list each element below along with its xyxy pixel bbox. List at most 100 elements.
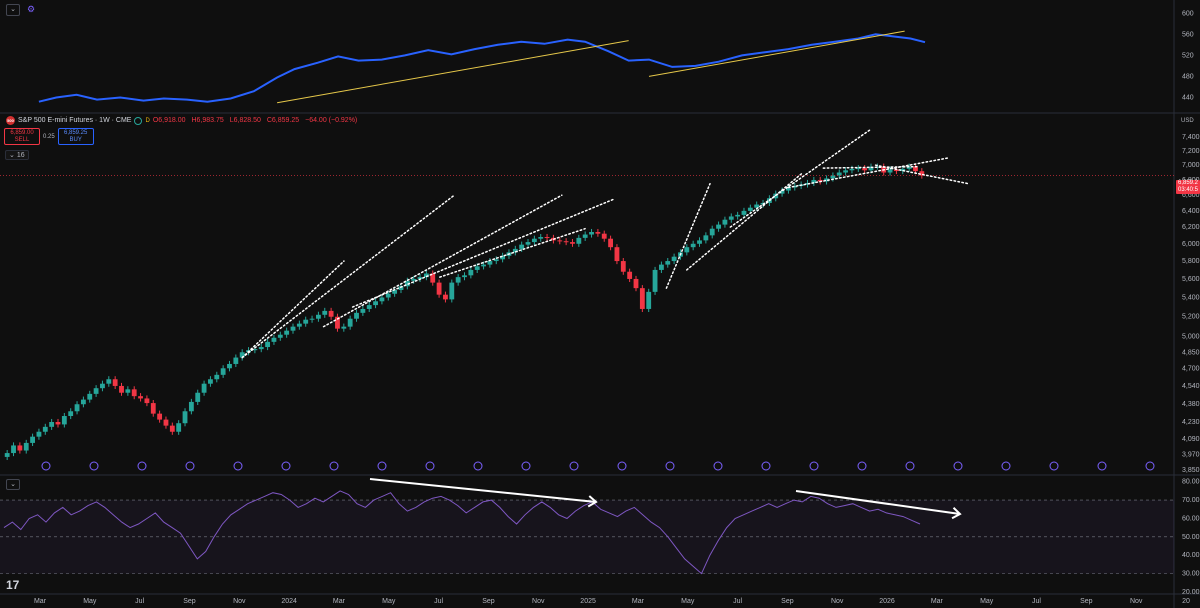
candle-body [474, 266, 480, 270]
candle-body [639, 288, 645, 309]
candle-body [671, 256, 677, 262]
event-marker-icon[interactable] [761, 461, 771, 471]
candle-body [157, 413, 163, 420]
indicators-toggle[interactable]: ⌄ 16 [5, 150, 29, 160]
currency-label[interactable]: USD [1181, 118, 1194, 124]
candle-body [417, 277, 423, 279]
candle-body [601, 233, 607, 239]
candle-body [487, 261, 493, 265]
event-marker-icon[interactable] [1001, 461, 1011, 471]
sell-button[interactable]: 6,859.00 SELL [4, 128, 40, 145]
candle-body [443, 294, 448, 300]
candle-body [430, 273, 436, 283]
dotted-trend-line [241, 194, 456, 359]
price-y-tick: 7,000.00 [1182, 162, 1200, 169]
event-marker-icon[interactable] [1097, 461, 1107, 471]
rsi-collapse-button[interactable]: ⌄ [6, 479, 20, 490]
rsi-line [3, 490, 921, 575]
event-marker-icon[interactable] [1049, 461, 1059, 471]
candle-body [493, 259, 499, 262]
open-value: O6,918.00 [152, 117, 186, 124]
settings-icon[interactable]: ⚙ [27, 4, 36, 14]
event-marker-icon[interactable] [473, 461, 483, 471]
candle-body [747, 207, 753, 211]
event-marker-icon[interactable] [521, 461, 531, 471]
ratio-pane[interactable] [38, 30, 926, 104]
x-axis-label: Jul [434, 598, 443, 605]
event-marker-icon[interactable] [617, 461, 627, 471]
price-y-tick: 4,090.00 [1182, 436, 1200, 443]
candle-body [779, 190, 785, 194]
candle-body [754, 204, 760, 208]
candle-body [87, 393, 93, 400]
candle-body [176, 423, 182, 432]
collapse-pane-button[interactable]: ⌄ [6, 4, 20, 16]
event-marker-icon[interactable] [185, 461, 195, 471]
candle-body [11, 445, 16, 454]
candle-body [716, 224, 721, 229]
cme-logo-icon: 500 [6, 116, 15, 125]
close-value: C6,859.25 [266, 117, 300, 124]
event-marker-icon[interactable] [809, 461, 819, 471]
price-y-tick: 6,000.00 [1182, 241, 1200, 248]
candle-body [817, 179, 823, 182]
rsi-y-tick: 60.00 [1182, 515, 1200, 522]
interval-chip[interactable]: D [145, 117, 150, 124]
price-y-tick: 4,230.00 [1182, 419, 1200, 426]
candle-body [68, 411, 74, 417]
candle-body [55, 422, 61, 425]
candle-body [792, 185, 798, 188]
event-marker-icon[interactable] [665, 461, 675, 471]
candle-body [830, 175, 836, 179]
candle-body [341, 326, 347, 329]
rsi-divergence-arrow-1 [369, 478, 597, 503]
event-marker-icon[interactable] [1145, 461, 1155, 471]
x-axis[interactable]: Mar May Jul Sep Nov 2024 Mar May Jul Sep Nov 2025 Ma… [34, 598, 1190, 605]
symbol-legend: 500 S&P 500 E-mini Futures · 1W · CME D … [6, 116, 361, 125]
tradingview-logo-icon[interactable]: 17 [6, 578, 20, 592]
dotted-trend-line [439, 227, 586, 278]
candle-body [271, 337, 277, 342]
candle-body [735, 214, 741, 217]
rsi-y-tick: 50.00 [1182, 534, 1200, 541]
candle-body [525, 242, 531, 245]
sell-price: 6,859.00 [10, 129, 34, 136]
candle-body [360, 308, 366, 313]
candle-body [900, 168, 906, 172]
x-axis-label: Nov [532, 598, 545, 605]
x-axis-label: 2026 [879, 598, 895, 605]
event-marker-icon[interactable] [569, 461, 579, 471]
x-axis-label: May [83, 598, 97, 605]
event-marker-icon[interactable] [425, 461, 435, 471]
price-pane[interactable] [0, 129, 1174, 471]
candle-body [862, 168, 868, 171]
event-marker-icon[interactable] [89, 461, 99, 471]
event-marker-icon[interactable] [953, 461, 963, 471]
event-marker-icon[interactable] [857, 461, 867, 471]
candle-body [182, 411, 188, 424]
price-y-tick: 5,600.00 [1182, 276, 1200, 283]
event-marker-icon[interactable] [377, 461, 387, 471]
event-marker-icon[interactable] [329, 461, 339, 471]
x-axis-label: Jul [1032, 598, 1041, 605]
candle-body [138, 396, 143, 399]
event-marker-icon[interactable] [281, 461, 291, 471]
candle-body [125, 389, 131, 393]
rsi-pane[interactable] [0, 478, 1174, 575]
event-marker-icon[interactable] [905, 461, 915, 471]
event-marker-icon[interactable] [233, 461, 243, 471]
candle-body [811, 179, 817, 183]
event-marker-icon[interactable] [137, 461, 147, 471]
symbol-title[interactable]: S&P 500 E-mini Futures · 1W · CME [18, 117, 132, 124]
candle-body [468, 269, 474, 276]
price-y-tick: 6,400.00 [1182, 208, 1200, 215]
event-marker-icon[interactable] [713, 461, 723, 471]
price-y-tick: 5,200.00 [1182, 314, 1200, 321]
buy-button[interactable]: 6,859.25 BUY [57, 128, 94, 145]
price-y-tick: 7,400.00 [1182, 134, 1200, 141]
bar-countdown: 03:40:5 [1177, 187, 1199, 193]
event-marker-icon[interactable] [41, 461, 51, 471]
candle-body [106, 379, 112, 384]
price-y-tick: 6,200.00 [1182, 224, 1200, 231]
